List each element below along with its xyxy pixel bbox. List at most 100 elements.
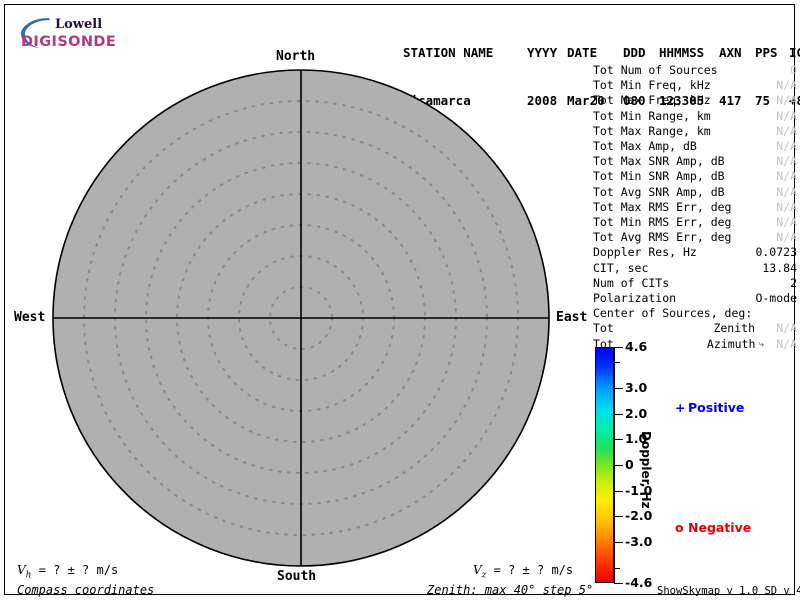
vz-value: = ? ± ? m/s [493, 563, 574, 577]
legend-positive: + Positive [675, 400, 744, 415]
header-hhmmss: HHMMSS [659, 45, 705, 60]
stat-value: N/A [776, 169, 797, 184]
station-header: STATION NAMEYYYYDATEDDDHHMMSSAXNPPSIGP J… [403, 13, 800, 141]
stat-value: N/A [776, 108, 797, 123]
stat-row: Tot Max RMS Err, deg N/A [593, 200, 797, 215]
statistics-panel: Tot Num of Sources 0 Tot Min Freq, kHz N/A… [593, 63, 797, 352]
direction-label-north: North [276, 49, 316, 64]
value-ddd: 080 [623, 93, 646, 108]
colorbar-tick [614, 542, 623, 543]
stat-value: N/A [776, 215, 797, 230]
skymap-plot[interactable] [52, 69, 550, 567]
header-axn: AXN [719, 45, 742, 60]
stat-row: Tot Max Range, km N/A [593, 124, 797, 139]
stat-value: 13.84 [762, 260, 797, 275]
colorbar-tick [614, 491, 623, 492]
colorbar-tick [614, 388, 623, 389]
app-frame: Lowell DIGISONDE STATION NAME YYYY DATE DDD… [4, 4, 800, 597]
stat-label: Tot Max SNR Amp, dB [593, 154, 725, 169]
stat-value: N/A [776, 184, 797, 199]
stat-value: N/A [776, 78, 797, 93]
stat-label: Tot Min Range, km [593, 108, 711, 123]
colorbar-tick-label: 1.0 [625, 431, 648, 446]
center-azimuth-row: Tot Azimuth ⤷ N/A [593, 337, 797, 352]
legend-positive-label: Positive [688, 400, 745, 415]
value-yyyy: 2008 [527, 93, 558, 108]
stat-value: N/A [776, 199, 797, 214]
legend-circle-icon: o [675, 520, 684, 535]
legend-plus-icon: + [675, 400, 686, 415]
colorbar-tick-label: -1.0 [625, 483, 653, 498]
stat-row: Tot Avg SNR Amp, dB N/A [593, 185, 797, 200]
stat-value: 0 [790, 63, 797, 77]
stat-value: N/A [776, 123, 797, 138]
stat-row: Tot Num of Sources 0 [593, 63, 797, 78]
stat-label: Polarization [593, 291, 677, 306]
colorbar-tick-label: 0 [625, 457, 634, 472]
stat-row: Tot Min Range, km N/A [593, 109, 797, 124]
center-zenith-prefix: Tot [593, 321, 614, 336]
doppler-colorbar [595, 347, 614, 583]
skymap-crosshair [53, 70, 549, 566]
value-igp: +8G [789, 93, 800, 108]
stat-row: Tot Min RMS Err, deg N/A [593, 215, 797, 230]
vz-symbol: V [473, 563, 482, 577]
stat-value: N/A [776, 139, 797, 154]
direction-label-south: South [277, 569, 317, 584]
stat-value: O-mode [755, 291, 797, 306]
colorbar-tick [614, 516, 623, 517]
colorbar-tick [614, 583, 623, 584]
coordinate-system-label: Compass coordinates [17, 583, 155, 597]
stat-row: Tot Avg RMS Err, deg N/A [593, 230, 797, 245]
direction-label-east: East [556, 310, 588, 325]
azimuth-arrow-icon: ⤷ [758, 338, 764, 350]
colorbar-tick [614, 439, 623, 440]
legend-negative: o Negative [675, 520, 751, 535]
colorbar-tick-label: -4.6 [625, 575, 653, 590]
stat-label: Tot Max Freq, kHz [593, 93, 711, 108]
colorbar-tick-label: -2.0 [625, 508, 653, 523]
header-igp: IGP [789, 45, 800, 60]
header-pps: PPS [755, 45, 778, 60]
colorbar-tick [614, 414, 623, 415]
stat-label: Tot Max Range, km [593, 123, 711, 138]
vh-value: = ? ± ? m/s [38, 563, 119, 577]
direction-label-west: West [14, 310, 46, 325]
stat-row: Num of CITs 2 [593, 276, 797, 291]
vh-symbol: V [17, 563, 26, 577]
stat-label: Tot Min RMS Err, deg [593, 215, 732, 230]
stat-row: CIT, sec 13.84 [593, 261, 797, 276]
horizontal-velocity: Vh = ? ± ? m/s [17, 563, 118, 580]
stat-value: N/A [776, 154, 797, 169]
logo-digisonde-text: DIGISONDE [21, 34, 117, 50]
stat-row: Tot Max Amp, dB N/A [593, 139, 797, 154]
vh-subscript: h [25, 570, 32, 581]
stat-label: Num of CITs [593, 275, 670, 290]
header-date: DATE [567, 45, 598, 60]
colorbar-ticks: 4.6 3.0 2.0 1.0 0 -1.0 -2.0 -3.0 -4.6 [614, 339, 694, 590]
colorbar-tick [614, 568, 620, 569]
colorbar-tick-label: 3.0 [625, 380, 648, 395]
colorbar-tick-label: 2.0 [625, 406, 648, 421]
value-hhmmss: 123305 [659, 93, 705, 108]
vertical-velocity: Vz = ? ± ? m/s [473, 563, 573, 580]
center-azimuth-label: Azimuth [706, 336, 756, 351]
stat-row: Polarization O-mode [593, 291, 797, 306]
version-label: ShowSkymap v 1.0 SD v 4.2 [657, 585, 800, 597]
stat-value: N/A [776, 230, 797, 245]
header-yyyy: YYYY [527, 45, 558, 60]
center-zenith-row: Tot Zenith N/A [593, 321, 797, 336]
header-station-name: STATION NAME [403, 45, 494, 60]
stat-label: Tot Max Amp, dB [593, 139, 697, 154]
crescent-arc-icon [21, 18, 50, 48]
stat-row: Tot Min SNR Amp, dB N/A [593, 169, 797, 184]
header-column-row: STATION NAME YYYY DATE DDD HHMMSS AXN PPS IGP [403, 45, 800, 61]
lowell-digisonde-logo: Lowell DIGISONDE [19, 13, 117, 53]
colorbar-tick [614, 465, 623, 466]
center-zenith-label: Zenith [713, 321, 755, 336]
stat-label: Tot Max RMS Err, deg [593, 199, 732, 214]
stat-label: CIT, sec [593, 260, 649, 275]
stat-row: Tot Max SNR Amp, dB N/A [593, 154, 797, 169]
stat-row: Tot Min Freq, kHz N/A [593, 78, 797, 93]
